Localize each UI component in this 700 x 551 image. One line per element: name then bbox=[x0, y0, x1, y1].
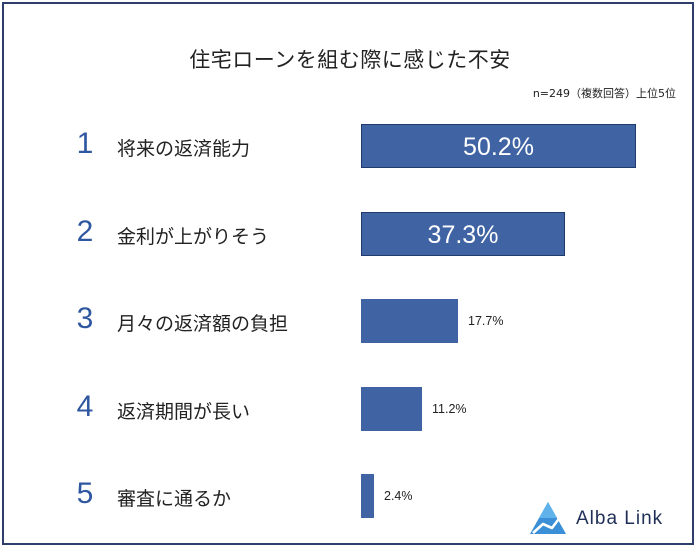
chart-note: n=249（複数回答）上位5位 bbox=[532, 87, 676, 100]
category-label: 金利が上がりそう bbox=[117, 225, 270, 248]
bar bbox=[361, 124, 636, 168]
logo-mark-icon bbox=[530, 502, 566, 534]
category-label: 将来の返済能力 bbox=[117, 138, 251, 160]
category-label: 返済期間が長い bbox=[117, 400, 251, 423]
rank-number: 1 bbox=[76, 127, 94, 160]
bar bbox=[361, 211, 565, 256]
rank-number: 2 bbox=[76, 214, 94, 248]
category-label: 審査に通るか bbox=[117, 488, 232, 510]
value-label: 37.3% bbox=[427, 220, 499, 249]
category-label: 月々の返済額の負担 bbox=[117, 313, 289, 335]
rank-number: 3 bbox=[76, 302, 94, 335]
chart-title: 住宅ローンを組む際に感じた不安 bbox=[189, 48, 511, 72]
brand-name: Alba Link bbox=[576, 508, 664, 529]
brand-logo: Alba Link bbox=[528, 500, 688, 536]
chart-frame: 住宅ローンを組む際に感じた不安 n=249（複数回答）上位5位 1 将来の返済能力… bbox=[2, 2, 694, 545]
value-label: 17.7% bbox=[468, 314, 504, 328]
value-label: 11.2% bbox=[432, 401, 467, 416]
rank-number: 4 bbox=[76, 389, 94, 423]
value-label: 2.4% bbox=[384, 489, 413, 503]
bar-rows: 1 将来の返済能力 50.2% 2 金利が上がりそう 37.3% 3 月々の返済額の負担 17.… bbox=[4, 4, 696, 547]
bar bbox=[361, 474, 374, 518]
value-label: 50.2% bbox=[463, 133, 534, 161]
rank-number: 5 bbox=[76, 477, 94, 510]
bar bbox=[361, 299, 458, 343]
bar bbox=[361, 386, 422, 431]
